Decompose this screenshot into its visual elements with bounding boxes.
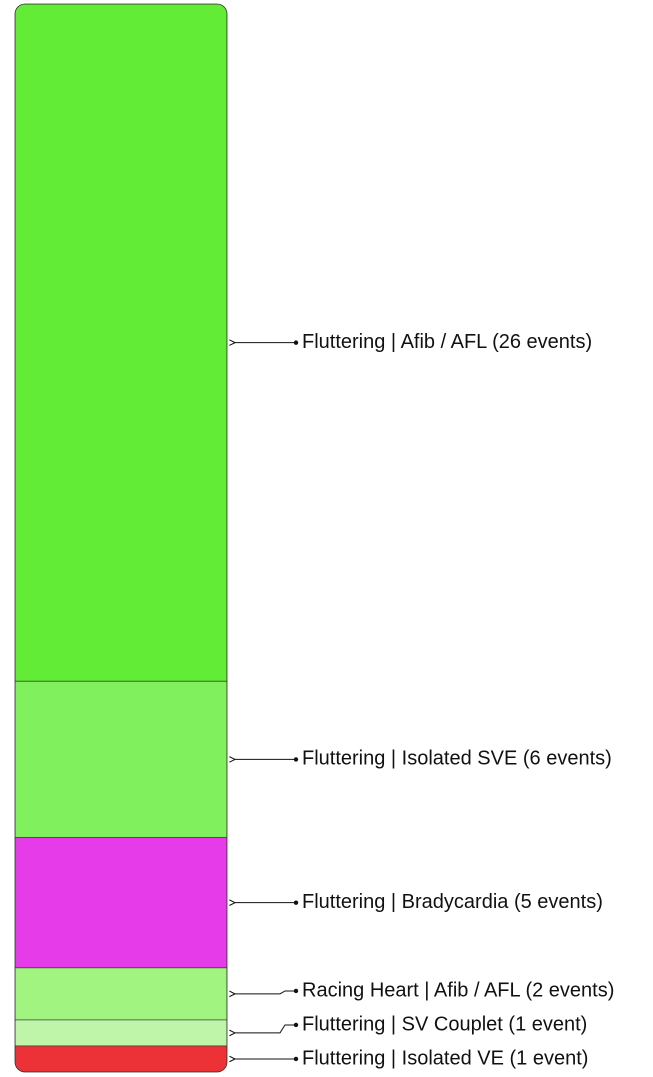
bar-segment	[15, 680, 227, 838]
bar-segment	[15, 1045, 227, 1072]
segment-label: Fluttering | Bradycardia (5 events)	[302, 891, 603, 913]
leader-dot	[293, 340, 299, 345]
leader-dot	[293, 1022, 299, 1028]
segment-label: Fluttering | Afib / AFL (26 events)	[302, 331, 592, 353]
leader-dot	[293, 988, 299, 994]
segment-label: Fluttering | SV Couplet (1 event)	[302, 1013, 587, 1035]
segment-label: Racing Heart | Afib / AFL (2 events)	[302, 979, 614, 1001]
leader-dot	[293, 757, 299, 762]
segment-label: Fluttering | Isolated VE (1 event)	[302, 1047, 588, 1069]
leader-line	[235, 990, 295, 994]
bar-group	[15, 4, 227, 1072]
bar-segment	[15, 967, 227, 1021]
bar-segment	[15, 837, 227, 969]
leader-line	[235, 1024, 295, 1033]
bar-segment	[15, 1019, 227, 1047]
bar-segment	[15, 4, 227, 682]
leader-dot	[293, 900, 299, 905]
bar-outline	[14, 3, 228, 1073]
segment-label: Fluttering | Isolated SVE (6 events)	[302, 748, 612, 770]
leader-dot	[293, 1056, 299, 1062]
